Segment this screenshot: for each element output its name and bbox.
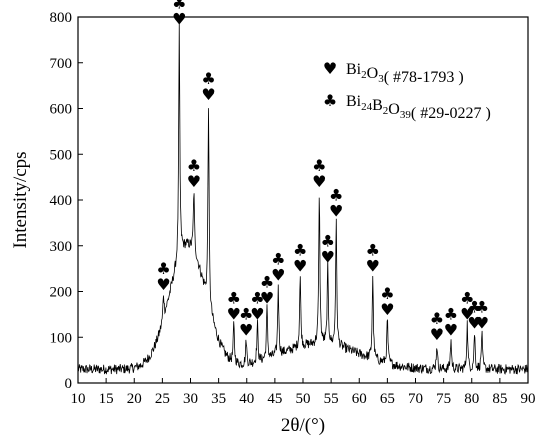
club-icon: ♣: [321, 231, 335, 250]
y-tick-label: 200: [50, 285, 73, 301]
heart-icon: ♥: [187, 172, 201, 191]
heart-icon: ♥: [312, 172, 326, 191]
x-tick-label: 45: [267, 391, 282, 407]
heart-icon: ♥: [430, 325, 444, 344]
x-tick-label: 10: [71, 391, 86, 407]
legend-entry: ♥ Bi2O3( #78-1793 ): [323, 59, 464, 86]
heart-icon: ♥: [321, 247, 335, 266]
club-icon: ♣: [239, 305, 253, 324]
heart-icon: ♥: [380, 300, 394, 319]
club-icon: ♣: [201, 69, 215, 88]
plot-area: ♣♥♣♥♣♥♣♥♣♥♣♥♣♥♣♥♣♥♣♥♣♥♣♥♣♥♣♥♣♥ ♣♥♣♥♣♥♣♥♣♥: [77, 0, 529, 375]
x-tick-label: 70: [408, 391, 423, 407]
x-tick-label: 50: [296, 391, 311, 407]
x-tick-label: 55: [324, 391, 339, 407]
x-tick-label: 20: [127, 391, 142, 407]
heart-icon: ♥: [239, 321, 253, 340]
heart-icon: ♥: [366, 256, 380, 275]
peak-markers: ♣♥♣♥♣♥♣♥♣♥♣♥♣♥♣♥♣♥♣♥♣♥♣♥♣♥♣♥♣♥ ♣♥♣♥♣♥♣♥♣♥: [156, 0, 489, 344]
y-tick-label: 100: [50, 330, 73, 346]
heart-icon: ♥: [250, 305, 264, 324]
club-icon: ♣: [467, 298, 481, 317]
club-icon: ♣: [380, 284, 394, 303]
y-tick-label: 600: [50, 102, 73, 118]
x-tick-label: 35: [211, 391, 226, 407]
club-icon: ♣: [460, 289, 474, 308]
club-icon: ♣: [366, 240, 380, 259]
x-tick-label: 25: [155, 391, 170, 407]
heart-icon: ♥: [323, 59, 337, 78]
x-tick-label: 75: [436, 391, 451, 407]
club-icon: ♣: [444, 305, 458, 324]
y-axis-label: Intensity/cps: [10, 151, 31, 248]
y-tick-label: 0: [65, 376, 73, 392]
x-tick-label: 30: [183, 391, 198, 407]
club-icon: ♣: [323, 91, 337, 110]
x-tick-label: 40: [239, 391, 254, 407]
heart-icon: ♥: [293, 256, 307, 275]
x-tick-label: 80: [464, 391, 479, 407]
club-icon: ♣: [187, 156, 201, 175]
heart-icon: ♥: [444, 321, 458, 340]
club-icon: ♣: [250, 289, 264, 308]
heart-icon: ♥: [201, 85, 215, 104]
x-axis-label: 2θ/(°): [281, 415, 325, 436]
club-icon: ♣: [172, 0, 186, 12]
x-tick-label: 60: [352, 391, 367, 407]
legend-label: Bi24B2O39( #29-0227 ): [346, 93, 491, 122]
y-tick-label: 500: [50, 147, 73, 163]
x-tick-label: 85: [492, 391, 507, 407]
y-tick-label: 300: [50, 239, 73, 255]
heart-icon: ♥: [172, 9, 186, 28]
club-icon: ♣: [293, 240, 307, 259]
heart-icon: ♥: [329, 202, 343, 221]
club-icon: ♣: [329, 186, 343, 205]
heart-icon: ♥: [271, 266, 285, 285]
club-icon: ♣: [156, 259, 170, 278]
x-axis: 10 15 20 25 30 35 40 45 50 55 60 65 70 75 80 85 90: [71, 378, 536, 407]
y-tick-label: 800: [50, 10, 73, 26]
legend-entry: ♣ Bi24B2O39( #29-0227 ): [323, 91, 491, 122]
heart-icon: ♥: [260, 289, 274, 308]
club-icon: ♣: [312, 156, 326, 175]
club-icon: ♣: [430, 309, 444, 328]
heart-icon: ♥: [156, 275, 170, 294]
heart-icon: ♥: [227, 305, 241, 324]
club-icon: ♣: [260, 273, 274, 292]
x-tick-label: 90: [521, 391, 536, 407]
heart-icon: ♥: [460, 305, 474, 324]
y-tick-label: 700: [50, 56, 73, 72]
club-icon: ♣: [475, 298, 489, 317]
legend: ♥ Bi2O3( #78-1793 ) ♣ Bi24B2O39( #29-0227 ): [323, 59, 491, 122]
y-axis: 0 100 200 300 400 500 600 700 800: [50, 10, 83, 392]
club-icon: ♣: [271, 250, 285, 269]
legend-label: Bi2O3( #78-1793 ): [346, 61, 464, 86]
x-tick-label: 65: [380, 391, 395, 407]
spectrum-line: [77, 23, 529, 375]
club-icon: ♣: [227, 289, 241, 308]
x-tick-label: 15: [99, 391, 114, 407]
y-tick-label: 400: [50, 193, 73, 209]
heart-icon: ♥: [467, 314, 481, 333]
heart-icon: ♥: [475, 314, 489, 333]
